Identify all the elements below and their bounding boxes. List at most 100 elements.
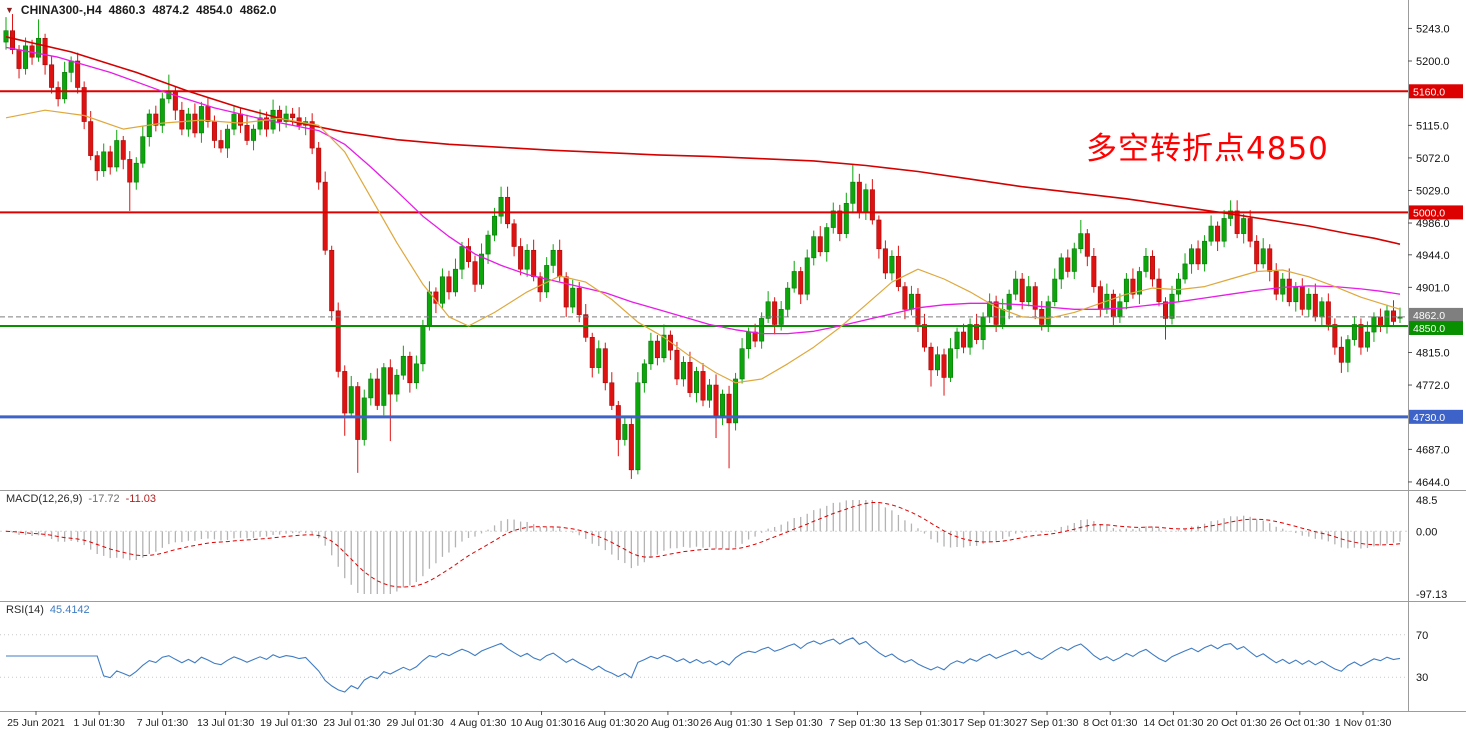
rsi-axis-label: 30 [1416, 672, 1428, 684]
candle [505, 186, 511, 229]
candle [348, 375, 354, 418]
candle [1169, 285, 1175, 325]
candle [1260, 238, 1266, 269]
candle [1136, 266, 1142, 305]
macd-signal-value: -11.03 [125, 493, 156, 505]
candle [120, 135, 126, 170]
candle [948, 338, 954, 383]
candle [1299, 278, 1305, 316]
candle [954, 327, 960, 359]
candle [1143, 248, 1149, 278]
candle [88, 110, 94, 161]
candle [837, 204, 843, 242]
candle [55, 81, 61, 107]
price-badge-label: 5000.0 [1413, 207, 1445, 219]
ma-slow-line [5, 36, 1401, 245]
annotation-text[interactable]: 多空转折点4850 [1086, 131, 1329, 167]
time-axis-label: 8 Oct 01:30 [1083, 717, 1137, 729]
candle [596, 340, 602, 374]
symbol-name: CHINA300-,H4 [20, 3, 102, 17]
candle [615, 400, 621, 457]
time-axis-label: 1 Sep 01:30 [766, 717, 823, 729]
candle [882, 240, 888, 280]
candle [1195, 240, 1201, 270]
candle [166, 74, 172, 104]
candle [693, 366, 699, 403]
candle [576, 282, 582, 323]
candle [413, 355, 419, 389]
candle [1325, 293, 1331, 331]
candle [1182, 253, 1188, 284]
indicator-axes: 48.5 0.00 -97.13 70 30 [1416, 495, 1447, 684]
candle [492, 207, 498, 242]
time-axis-label: 27 Sep 01:30 [1016, 717, 1079, 729]
candle [811, 230, 817, 266]
time-axis-label: 23 Jul 01:30 [323, 717, 380, 729]
price-badge-5160.0 [1409, 84, 1463, 99]
candle [713, 374, 719, 439]
time-axis-label: 29 Jul 01:30 [387, 717, 444, 729]
candle [231, 105, 237, 136]
candle [75, 52, 81, 94]
rsi-indicator-label: RSI(14) 45.4142 [6, 604, 90, 616]
candle [876, 215, 882, 259]
candle [224, 124, 230, 158]
price-axis: 5243.0 5200.0 5115.0 5072.0 5029.0 4986.0 4944… [1408, 23, 1463, 489]
time-axis-label: 20 Aug 01:30 [637, 717, 699, 729]
candle [850, 163, 856, 214]
candle [179, 101, 185, 136]
candle [622, 416, 628, 446]
time-axis-label: 26 Oct 01:30 [1270, 717, 1330, 729]
candle [244, 114, 250, 146]
price-axis-label: 4687.0 [1416, 444, 1450, 456]
moving-averages-layer [5, 36, 1401, 384]
price-axis-label: 4901.0 [1416, 282, 1450, 294]
candle [1241, 213, 1247, 244]
price-axis-label: 4644.0 [1416, 477, 1450, 489]
candle [583, 304, 589, 342]
quote-low: 4854.0 [196, 3, 233, 17]
candle [648, 332, 654, 370]
candle [1397, 307, 1403, 323]
candle [1306, 288, 1312, 317]
candle [316, 142, 322, 190]
time-axis-label: 7 Jul 01:30 [137, 717, 189, 729]
price-axis-label: 4772.0 [1416, 380, 1450, 392]
candle [772, 297, 778, 335]
candle [641, 359, 647, 393]
candle [1176, 272, 1182, 302]
candle [680, 356, 686, 387]
candle [524, 244, 530, 277]
symbol-dropdown-icon[interactable]: ▼ [5, 5, 14, 15]
candle [394, 369, 400, 402]
rsi-panel [0, 634, 1408, 693]
candle [1234, 200, 1240, 239]
candle [544, 257, 550, 298]
candle [752, 323, 758, 348]
candle [94, 151, 100, 181]
candle [674, 341, 680, 386]
candle [863, 183, 869, 220]
price-axis-label: 5243.0 [1416, 23, 1450, 35]
candle [1091, 248, 1097, 293]
price-axis-label: 4815.0 [1416, 347, 1450, 359]
rsi-line [6, 637, 1401, 693]
candle [251, 124, 257, 151]
candle [635, 372, 641, 475]
candle [1215, 221, 1221, 252]
candle [1019, 272, 1025, 310]
candle [902, 282, 908, 320]
rsi-axis-label: 70 [1416, 630, 1428, 642]
level-lines-layer [0, 90, 1408, 419]
candle [915, 288, 921, 333]
time-axis-label: 16 Aug 01:30 [574, 717, 636, 729]
candle [355, 382, 361, 473]
candle [791, 260, 797, 293]
candle [707, 378, 713, 408]
candle [446, 270, 452, 300]
candle [1371, 312, 1377, 342]
price-badge-label: 4862.0 [1413, 310, 1445, 322]
candle [511, 219, 517, 257]
candle [687, 351, 693, 398]
